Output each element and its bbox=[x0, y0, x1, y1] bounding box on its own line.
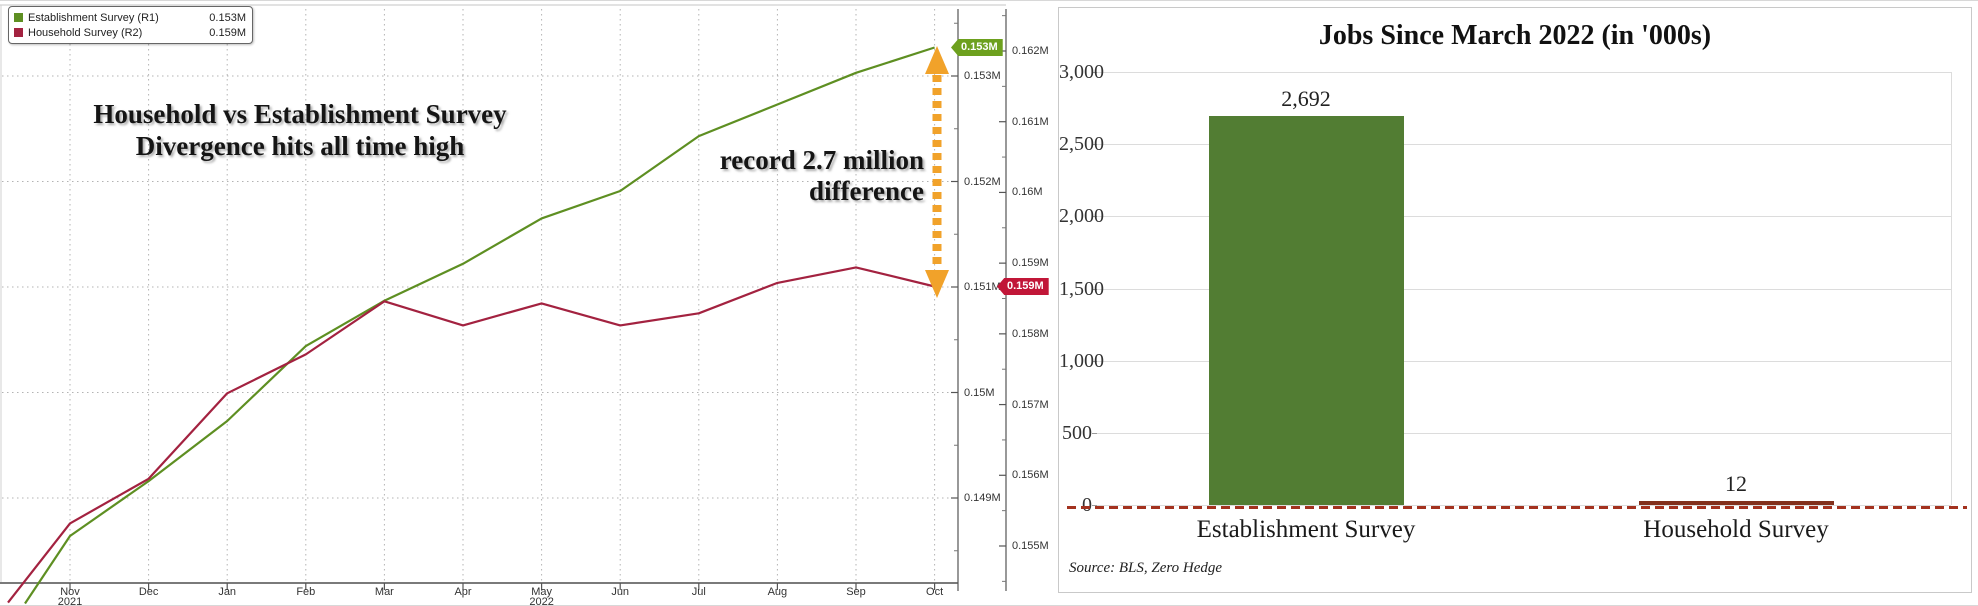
x-axis-month-label: Oct bbox=[926, 586, 944, 598]
bar-category-label: Establishment Survey bbox=[1196, 516, 1416, 543]
x-axis-month-label: Dec bbox=[138, 586, 159, 598]
y-axis-tick-label: 0.162M bbox=[1012, 45, 1049, 57]
x-axis-month-label: Jul bbox=[691, 586, 706, 598]
annotation-line: Household vs Establishment Survey bbox=[93, 99, 507, 129]
x-axis-month-label: Apr bbox=[454, 586, 472, 598]
y-axis-tick-label: 0.151M bbox=[964, 281, 1001, 293]
y-axis-tick-label: 0.149M bbox=[964, 492, 1001, 504]
bar-gridline bbox=[1097, 216, 1951, 218]
bar-ytick-label: 2,000 bbox=[1059, 205, 1104, 228]
bar-gridline bbox=[1097, 144, 1951, 146]
x-axis-month-label: Jan bbox=[218, 586, 237, 598]
bar-ytick-mark bbox=[1092, 72, 1097, 73]
annotation-line: difference bbox=[809, 176, 924, 206]
legend-value: 0.153M bbox=[209, 11, 246, 24]
legend-row-establishment: Establishment Survey (R1) 0.153M bbox=[14, 10, 246, 25]
bar-gridline bbox=[1097, 505, 1951, 506]
y-axis-tick-label: 0.158M bbox=[1012, 327, 1049, 340]
bar-ytick-mark bbox=[1092, 432, 1097, 434]
bar-gridline bbox=[1097, 432, 1951, 434]
line-chart-canvas bbox=[0, 4, 1007, 605]
bar-ytick-label: 1,500 bbox=[1059, 277, 1104, 300]
annotation-line: Divergence hits all time high bbox=[135, 131, 465, 161]
establishment-last-value-badge: 0.153M bbox=[951, 39, 1003, 56]
line-chart-panel: Establishment Survey (R1) 0.153M Househo… bbox=[0, 1, 1052, 605]
bar-establishment bbox=[1208, 116, 1404, 505]
divergence-annotation: Household vs Establishment Survey Diverg… bbox=[30, 98, 570, 162]
bar-ytick-mark bbox=[1092, 288, 1097, 290]
x-axis-year-label: 2021 bbox=[57, 596, 83, 606]
x-axis-month-label: Aug bbox=[767, 586, 788, 598]
y-axis-tick-label: 0.161M bbox=[1012, 115, 1049, 128]
x-axis-month-label: Mar bbox=[374, 586, 394, 598]
bar-ytick-label: 2,500 bbox=[1059, 133, 1104, 156]
legend-label: Establishment Survey (R1) bbox=[28, 11, 159, 24]
annotation-line: record 2.7 million bbox=[719, 145, 924, 175]
bar-ytick-label: 3,000 bbox=[1059, 61, 1104, 83]
bar-ytick-mark bbox=[1092, 216, 1097, 218]
zero-baseline bbox=[1067, 506, 1967, 509]
bar-ytick-label: 500 bbox=[1062, 421, 1092, 444]
y-axis-tick-label: 0.15M bbox=[964, 386, 995, 399]
x-axis-month-label: Nov bbox=[60, 586, 80, 598]
record-difference-annotation: record 2.7 million difference bbox=[500, 145, 924, 207]
legend-value: 0.159M bbox=[209, 26, 246, 39]
household-swatch-icon bbox=[14, 28, 23, 37]
establishment-swatch-icon bbox=[14, 13, 23, 22]
y-axis-tick-label: 0.16M bbox=[1012, 186, 1043, 199]
y-axis-tick-label: 0.152M bbox=[964, 175, 1001, 188]
bar-chart-panel: Jobs Since March 2022 (in '000s) 0 500 1,0… bbox=[1058, 7, 1972, 593]
bar-chart-title: Jobs Since March 2022 (in '000s) bbox=[1318, 20, 1712, 51]
bar-plot-right-edge bbox=[1951, 72, 1952, 505]
household-last-value-badge: 0.159M bbox=[997, 278, 1049, 295]
x-axis-month-label: Jun bbox=[611, 586, 630, 598]
x-axis-month-label: Feb bbox=[296, 586, 316, 598]
bar-ytick-label: 1,000 bbox=[1059, 349, 1104, 372]
bar-category-label: Household Survey bbox=[1643, 516, 1829, 543]
bar-value-label: 12 bbox=[1725, 471, 1747, 496]
bar-ytick-label: 0 bbox=[1082, 494, 1092, 516]
legend-label: Household Survey (R2) bbox=[28, 26, 143, 39]
bar-gridline bbox=[1097, 360, 1951, 362]
bar-gridline bbox=[1097, 288, 1951, 290]
x-axis-year-label: 2022 bbox=[529, 596, 554, 606]
y-axis-tick-label: 0.159M bbox=[1012, 257, 1049, 270]
legend: Establishment Survey (R1) 0.153M Househo… bbox=[8, 6, 253, 44]
y-axis-tick-label: 0.153M bbox=[964, 70, 1001, 82]
bar-ytick-mark bbox=[1092, 360, 1097, 362]
y-axis-tick-label: 0.157M bbox=[1012, 398, 1049, 411]
x-axis-month-label: May bbox=[531, 586, 552, 598]
bar-household bbox=[1638, 501, 1834, 505]
x-axis-month-label: Sep bbox=[846, 586, 866, 598]
bar-ytick-mark bbox=[1092, 505, 1097, 506]
bar-ytick-mark bbox=[1092, 144, 1097, 146]
source-note: Source: BLS, Zero Hedge bbox=[1069, 560, 1223, 576]
bar-gridline bbox=[1097, 72, 1951, 73]
legend-row-household: Household Survey (R2) 0.159M bbox=[14, 25, 246, 40]
y-axis-tick-label: 0.155M bbox=[1012, 539, 1049, 552]
y-axis-tick-label: 0.156M bbox=[1012, 469, 1049, 482]
bar-value-label: 2,692 bbox=[1281, 86, 1331, 112]
